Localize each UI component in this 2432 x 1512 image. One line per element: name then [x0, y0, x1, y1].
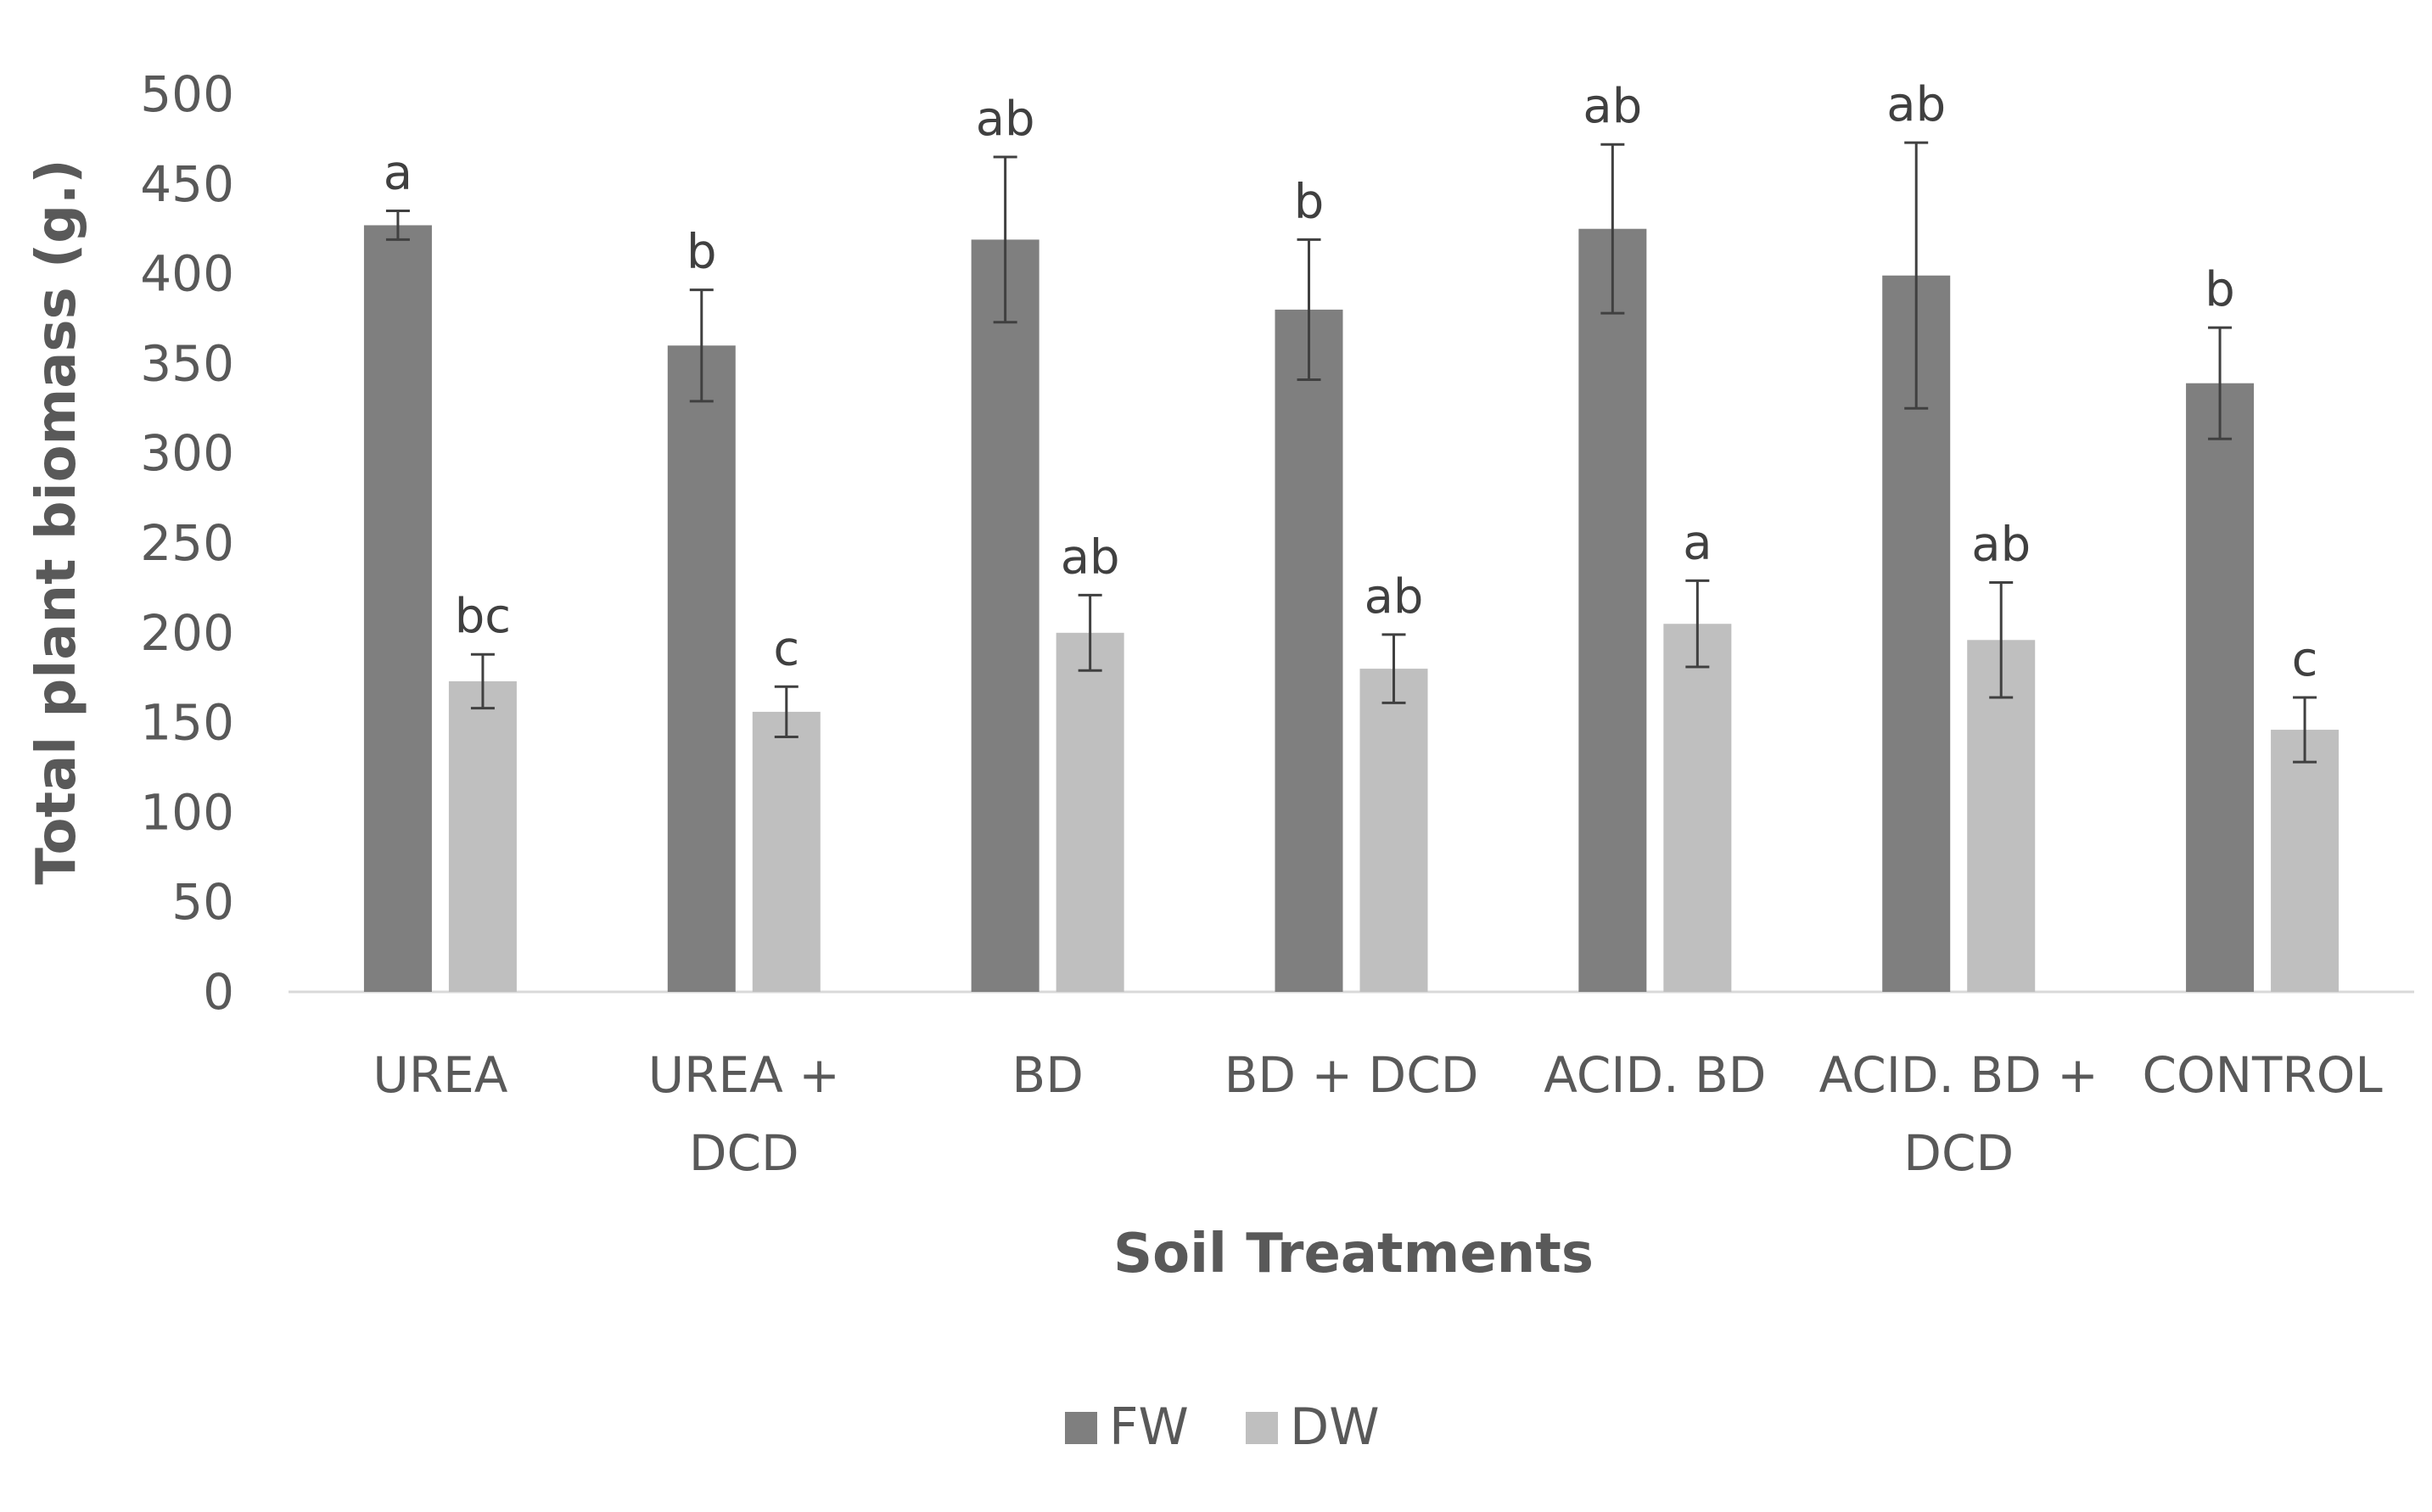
error-bar [993, 155, 1017, 324]
significance-letter: c [2292, 632, 2318, 687]
x-axis-categories: UREA UREA + DCD BD BD + DCD ACID. BD ACID. BD … [373, 1046, 2382, 1182]
bar-fw [2186, 383, 2255, 992]
error-bar [2293, 696, 2317, 764]
y-tick-label: 300 [140, 424, 234, 482]
y-tick-label: 100 [140, 783, 234, 841]
significance-letter: ab [1583, 79, 1642, 134]
significance-letter: ab [1364, 569, 1424, 624]
y-tick-label: 50 [171, 873, 234, 931]
x-tick-label: UREA [373, 1046, 507, 1104]
error-bar [774, 685, 799, 739]
bar-dw [448, 680, 517, 992]
legend-item: DW [1246, 1397, 1380, 1457]
bar-fw [971, 239, 1039, 992]
significance-letter: b [2205, 262, 2235, 317]
error-bar [1904, 141, 1929, 410]
legend-label: FW [1109, 1397, 1189, 1457]
significance-letter: c [773, 621, 799, 676]
significance-letter: ab [1971, 518, 2031, 573]
y-tick-label: 150 [140, 694, 234, 752]
significance-letter: b [686, 225, 717, 280]
bar-fw [1578, 228, 1647, 992]
y-tick-label: 450 [140, 155, 234, 213]
x-tick-label: CONTROL [2142, 1046, 2382, 1104]
bar-dw [1056, 632, 1124, 992]
y-tick-label: 350 [140, 334, 234, 392]
error-bar [2208, 326, 2233, 440]
significance-letter: b [1294, 174, 1325, 229]
error-bars [385, 141, 2317, 764]
error-bar [689, 288, 714, 403]
error-bar [1297, 238, 1321, 381]
error-bar [1685, 579, 1710, 669]
bar-fw [1275, 309, 1343, 992]
significance-letter: ab [1886, 77, 1946, 132]
y-axis-ticks: 0 50 100 150 200 250 300 350 400 450 500 [140, 65, 234, 1021]
legend-swatch [1246, 1412, 1278, 1444]
y-tick-label: 200 [140, 604, 234, 662]
legend: FW DW [1065, 1397, 1380, 1457]
legend-item: FW [1065, 1397, 1189, 1457]
bar-dw [1359, 669, 1428, 992]
significance-letter: ab [976, 92, 1035, 147]
error-bar [385, 210, 410, 241]
x-tick-label: BD + DCD [1224, 1046, 1479, 1104]
error-bar [1600, 143, 1625, 315]
legend-swatch [1065, 1412, 1097, 1444]
y-tick-label: 400 [140, 245, 234, 303]
x-tick-label: ACID. BD [1544, 1046, 1766, 1104]
y-tick-label: 250 [140, 514, 234, 572]
bar-dw [2271, 730, 2340, 992]
bar-dw [752, 711, 821, 992]
x-tick-label: DCD [689, 1124, 799, 1182]
x-axis-title: Soil Treatments [1113, 1223, 1594, 1285]
x-tick-label: ACID. BD + [1819, 1046, 2099, 1104]
x-tick-label: DCD [1903, 1124, 2014, 1182]
significance-letter: ab [1061, 529, 1120, 585]
y-tick-label: 500 [140, 65, 234, 123]
bar-dw [1663, 624, 1732, 992]
significance-letter: a [384, 146, 412, 201]
bar-fw [363, 225, 432, 992]
y-tick-label: 0 [203, 963, 234, 1021]
x-tick-label: BD [1011, 1046, 1083, 1104]
error-bar [1381, 633, 1406, 704]
bars [363, 225, 2340, 992]
error-bar [470, 652, 495, 710]
error-bar [1078, 593, 1102, 672]
bar-fw [667, 345, 736, 992]
y-axis-title: Total plant biomass (g.) [25, 159, 88, 884]
error-bar [1989, 581, 2014, 699]
significance-letter: a [1683, 515, 1712, 570]
x-tick-label: UREA + [648, 1046, 840, 1104]
significance-letter: bc [455, 589, 511, 644]
legend-label: DW [1290, 1397, 1380, 1457]
